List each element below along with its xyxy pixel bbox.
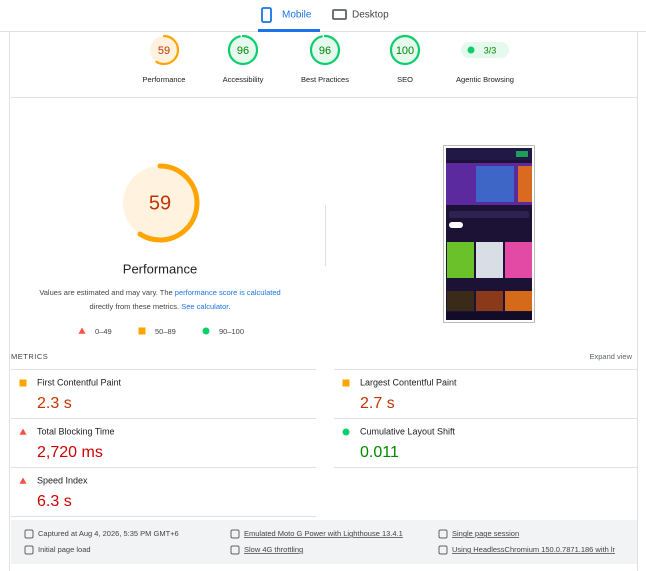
legend-icon (138, 327, 146, 335)
description: Values are estimated and may vary. The p… (39, 288, 280, 297)
gauge-fill (391, 36, 419, 64)
gauge-score: 96 (319, 45, 331, 57)
metric-icon (19, 477, 27, 484)
footer-icon (24, 545, 34, 555)
page-screenshot (443, 145, 535, 323)
footer-text: Initial page load (38, 545, 91, 554)
expand-view[interactable]: Expand view (589, 352, 632, 361)
legend-label: 90–100 (219, 327, 244, 336)
gauge-arc (148, 34, 180, 66)
gauge-fill (229, 36, 257, 64)
description: directly from these metrics. See calcula… (90, 302, 231, 311)
category-label[interactable]: Best Practices (301, 75, 349, 84)
metric-value: 6.3 s (37, 493, 72, 510)
metric-value: 2,720 ms (37, 444, 103, 461)
agentic-pill (461, 42, 509, 58)
legend-icon (78, 327, 86, 334)
metrics-title: METRICS (11, 352, 48, 361)
gauge-arc (120, 163, 200, 243)
tab-label[interactable]: Desktop (352, 10, 389, 21)
footer-icon (438, 529, 448, 539)
metric-name: Cumulative Layout Shift (360, 426, 456, 436)
description-link[interactable]: See calculator (181, 302, 229, 311)
description-text: directly from these metrics. (90, 302, 182, 311)
mobile-icon (261, 7, 272, 23)
desktop-icon (332, 9, 347, 20)
footer-icon (438, 545, 448, 555)
metric-name: Speed Index (37, 475, 88, 485)
category-label[interactable]: Accessibility (223, 75, 264, 84)
agentic-score: 3/3 (484, 45, 497, 55)
gauge-fill (150, 36, 178, 64)
gauge-score: 59 (149, 192, 171, 214)
description-text: . (228, 302, 230, 311)
category-label[interactable]: Performance (143, 75, 186, 84)
metric-icon (342, 428, 350, 436)
metric-name: First Contentful Paint (37, 377, 122, 387)
gauge-arc (227, 34, 259, 66)
gauge-score: 59 (158, 45, 170, 57)
category-label[interactable]: Agentic Browsing (456, 75, 514, 84)
gauge-score: 96 (237, 45, 249, 57)
footer-icon (24, 529, 34, 539)
gauge-score: 100 (396, 45, 414, 57)
agentic-dot (467, 46, 475, 54)
footer-text: Using HeadlessChromium 150.0.7871.186 wi… (452, 545, 616, 554)
footer-icon (230, 529, 240, 539)
legend-icon (202, 327, 210, 335)
footer-icon (230, 545, 240, 555)
footer-text: Slow 4G throttling (244, 545, 303, 554)
metric-name: Total Blocking Time (37, 426, 115, 436)
metric-value: 2.3 s (37, 395, 72, 412)
metric-icon (342, 379, 350, 387)
legend-label: 0–49 (95, 327, 112, 336)
gauge-arc (389, 34, 421, 66)
category-label[interactable]: SEO (397, 75, 413, 84)
gauge-fill (123, 166, 197, 240)
footer-text: Emulated Moto G Power with Lighthouse 13… (244, 529, 403, 538)
metric-value: 2.7 s (360, 395, 395, 412)
performance-title: Performance (123, 261, 197, 276)
footer-text: Captured at Aug 4, 2026, 5:35 PM GMT+6 (38, 529, 179, 538)
metric-value: 0.011 (360, 444, 399, 461)
description-link[interactable]: performance score is calculated (175, 288, 281, 297)
gauge-fill (311, 36, 339, 64)
legend-label: 50–89 (155, 327, 176, 336)
description-text: Values are estimated and may vary. The (39, 288, 174, 297)
tab-label[interactable]: Mobile (282, 10, 312, 21)
metric-icon (19, 379, 27, 387)
metric-icon (19, 428, 27, 435)
tab-indicator (258, 29, 320, 32)
metric-name: Largest Contentful Paint (360, 377, 457, 387)
footer-text: Single page session (452, 529, 519, 538)
footer-box (11, 520, 637, 564)
gauge-arc (309, 34, 341, 66)
